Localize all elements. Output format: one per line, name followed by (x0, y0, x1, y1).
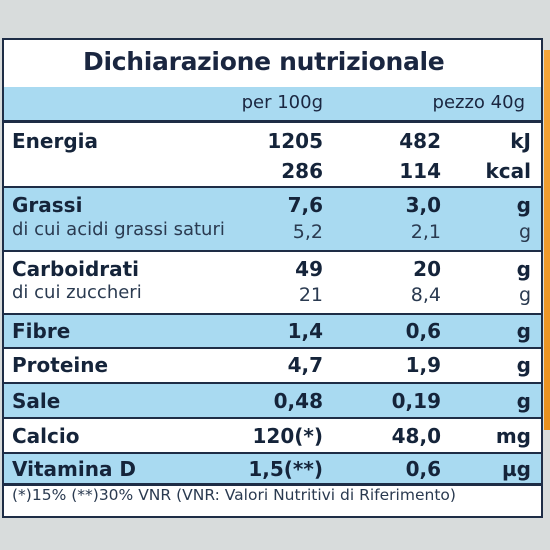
nutrition-label: Dichiarazione nutrizionale per 100g pezz… (2, 38, 543, 518)
divider (4, 250, 541, 252)
footnote: (*)15% (**)30% VNR (VNR: Valori Nutritiv… (12, 486, 456, 504)
nutrient-name: Carboidrati (12, 257, 140, 281)
sub-nutrient-name: di cui zuccheri (12, 282, 142, 303)
divider (4, 382, 541, 384)
nutrient-name: Fibre (12, 319, 71, 343)
row-calcio: Calcio 120(*) 48,0 mg (4, 419, 541, 452)
unit: g (516, 353, 531, 377)
header-piece-40g: pezzo 40g (432, 92, 525, 113)
value-per-100g: 286 (281, 159, 323, 183)
unit: µg (501, 457, 531, 481)
row-carboidrati: Carboidrati 49 20 g di cui zuccheri 21 8… (4, 252, 541, 313)
value-per-piece: 48,0 (391, 424, 441, 448)
nutrient-name: Vitamina D (12, 457, 137, 481)
row-energia: Energia 1205 482 kJ 286 114 kcal (4, 123, 541, 186)
value-per-100g: 49 (295, 257, 323, 281)
value-per-100g: 4,7 (287, 353, 323, 377)
unit: g (516, 257, 531, 281)
row-sale: Sale 0,48 0,19 g (4, 384, 541, 417)
unit: mg (495, 424, 531, 448)
value-per-100g: 5,2 (292, 221, 323, 243)
value-per-piece: 8,4 (410, 284, 441, 306)
divider (4, 120, 541, 123)
unit: g (516, 319, 531, 343)
value-per-100g: 1,5(**) (248, 457, 323, 481)
row-proteine: Proteine 4,7 1,9 g (4, 349, 541, 382)
nutrient-name: Grassi (12, 193, 83, 217)
nutrient-name: Calcio (12, 424, 80, 448)
value-per-100g: 1205 (267, 129, 323, 153)
nutrient-name: Energia (12, 129, 98, 153)
nutrient-name: Sale (12, 389, 61, 413)
divider (4, 483, 541, 486)
divider (4, 313, 541, 315)
value-per-100g: 0,48 (273, 389, 323, 413)
column-header-row: per 100g pezzo 40g (4, 87, 541, 120)
row-grassi: Grassi 7,6 3,0 g di cui acidi grassi sat… (4, 188, 541, 250)
value-per-piece: 0,6 (405, 457, 441, 481)
value-per-100g: 120(*) (252, 424, 324, 448)
value-per-piece: 0,19 (391, 389, 441, 413)
header-per-100g: per 100g (241, 92, 323, 113)
package-edge (544, 50, 550, 430)
value-per-piece: 482 (399, 129, 441, 153)
value-per-piece: 3,0 (405, 193, 441, 217)
value-per-piece: 114 (399, 159, 441, 183)
divider (4, 186, 541, 188)
unit: g (518, 284, 531, 306)
value-per-100g: 7,6 (287, 193, 323, 217)
value-per-piece: 2,1 (410, 221, 441, 243)
divider (4, 452, 541, 454)
row-fibre: Fibre 1,4 0,6 g (4, 315, 541, 347)
value-per-100g: 21 (298, 284, 323, 306)
label-title: Dichiarazione nutrizionale (83, 47, 445, 76)
unit: g (518, 221, 531, 243)
unit: g (516, 389, 531, 413)
unit: kcal (485, 159, 531, 183)
value-per-piece: 0,6 (405, 319, 441, 343)
nutrient-name: Proteine (12, 353, 109, 377)
divider (4, 347, 541, 349)
value-per-piece: 20 (413, 257, 441, 281)
sub-nutrient-name: di cui acidi grassi saturi (12, 219, 225, 240)
value-per-100g: 1,4 (287, 319, 323, 343)
divider (4, 417, 541, 419)
unit: kJ (510, 129, 531, 153)
value-per-piece: 1,9 (405, 353, 441, 377)
unit: g (516, 193, 531, 217)
row-vitamina-d: Vitamina D 1,5(**) 0,6 µg (4, 454, 541, 483)
